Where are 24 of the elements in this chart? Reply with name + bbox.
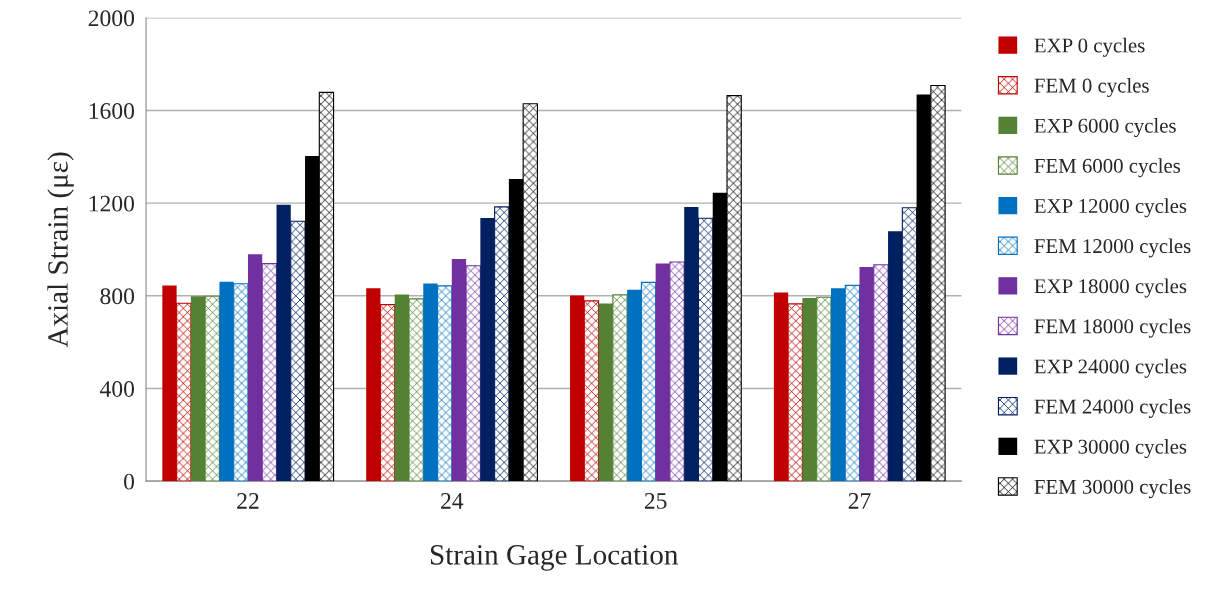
y-tick-label: 1600 [89, 102, 135, 119]
y-tick-label: 0 [124, 473, 135, 490]
legend-label: FEM 6000 cycles [1034, 158, 1181, 178]
legend-label: FEM 0 cycles [1034, 77, 1149, 97]
x-tick-label: 25 [644, 493, 667, 509]
y-tick-label: 400 [99, 380, 135, 397]
legend-label: EXP 12000 cycles [1034, 198, 1187, 218]
x-tick-label: 27 [848, 493, 871, 509]
x-axis-title: Strain Gage Location [430, 545, 679, 571]
legend-label: EXP 0 cycles [1034, 37, 1145, 57]
y-axis-title: Axial Strain (με) [47, 152, 74, 348]
legend-label: EXP 24000 cycles [1034, 358, 1187, 378]
legend-label: FEM 18000 cycles [1034, 318, 1191, 338]
x-tick-label: 24 [441, 493, 464, 509]
y-tick-label: 2000 [88, 10, 135, 27]
y-tick-label: 800 [100, 288, 135, 305]
legend-label: EXP 18000 cycles [1034, 278, 1187, 298]
x-tick-label: 22 [237, 493, 259, 509]
y-tick-label: 1200 [89, 195, 135, 212]
legend-label: EXP 6000 cycles [1034, 118, 1176, 138]
legend-label: EXP 30000 cycles [1034, 439, 1187, 459]
legend-label: FEM 30000 cycles [1034, 479, 1191, 499]
legend-label: FEM 12000 cycles [1034, 238, 1191, 258]
legend-label: FEM 24000 cycles [1034, 398, 1191, 418]
